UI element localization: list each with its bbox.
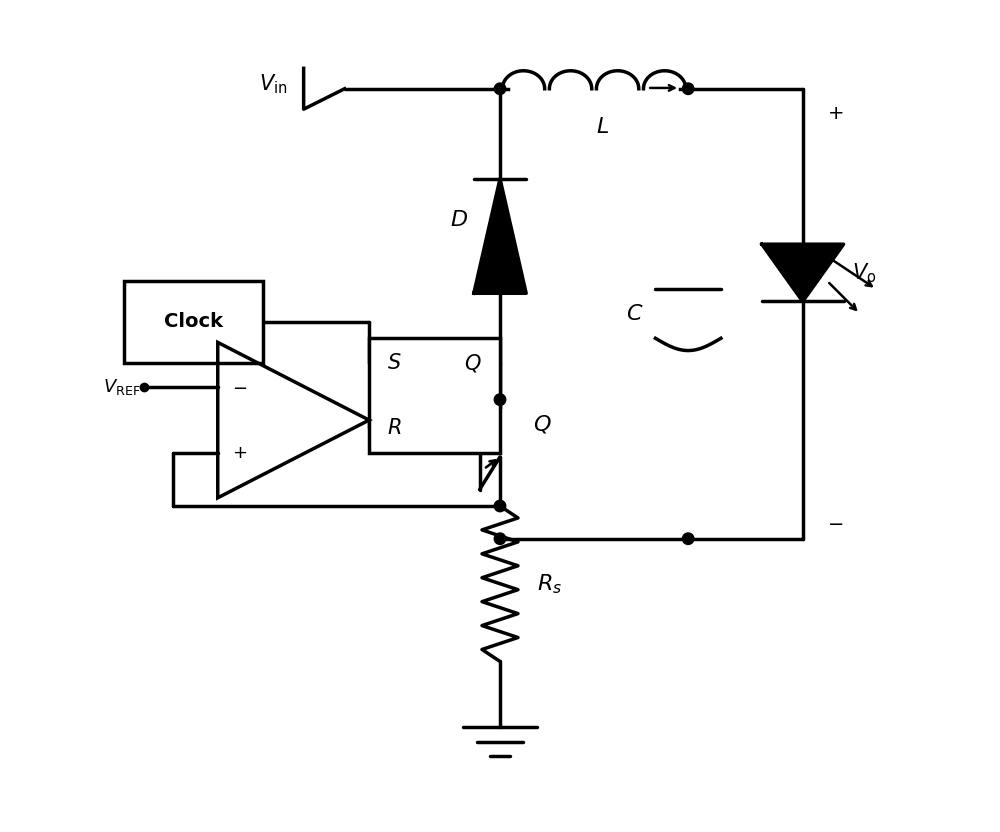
Polygon shape	[474, 179, 526, 294]
Text: $V_{\mathrm{in}}$: $V_{\mathrm{in}}$	[259, 73, 287, 97]
Text: $-$: $-$	[827, 513, 843, 532]
Text: $C$: $C$	[626, 304, 644, 324]
Text: $+$: $+$	[827, 104, 844, 123]
Text: $L$: $L$	[596, 117, 609, 137]
Circle shape	[494, 83, 506, 95]
Text: $S$: $S$	[387, 353, 402, 373]
Text: $V_{\mathrm{o}}$: $V_{\mathrm{o}}$	[852, 261, 876, 285]
Text: $Q$: $Q$	[464, 352, 482, 374]
Circle shape	[682, 533, 694, 544]
Text: $R_{s}$: $R_{s}$	[537, 572, 562, 596]
Polygon shape	[762, 245, 844, 301]
Bar	[124, 281, 263, 363]
Text: $Q$: $Q$	[533, 414, 551, 435]
Bar	[369, 339, 500, 453]
Text: $+$: $+$	[232, 443, 248, 462]
Text: $-$: $-$	[232, 379, 248, 396]
Text: Clock: Clock	[164, 313, 223, 331]
Text: $R$: $R$	[387, 418, 402, 438]
Text: $D$: $D$	[450, 210, 468, 230]
Circle shape	[494, 500, 506, 512]
Circle shape	[494, 533, 506, 544]
Circle shape	[494, 394, 506, 405]
Circle shape	[682, 83, 694, 95]
Text: $V_{\mathrm{REF}}$: $V_{\mathrm{REF}}$	[103, 378, 140, 398]
